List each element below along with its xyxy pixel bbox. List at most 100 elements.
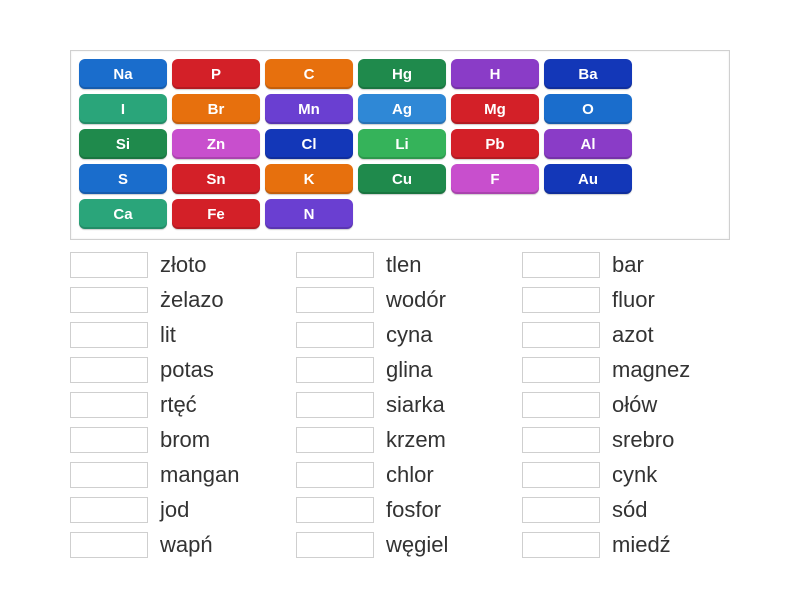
drop-slot[interactable] [522,462,600,488]
element-tile-au[interactable]: Au [544,164,632,194]
answer-row: ołów [522,392,730,418]
element-tile-br[interactable]: Br [172,94,260,124]
element-tile-ca[interactable]: Ca [79,199,167,229]
drop-slot[interactable] [522,252,600,278]
answer-label: siarka [386,392,445,418]
answer-row: złoto [70,252,278,278]
answer-row: srebro [522,427,730,453]
drop-slot[interactable] [70,392,148,418]
answer-label: węgiel [386,532,448,558]
element-tile-fe[interactable]: Fe [172,199,260,229]
element-tile-cl[interactable]: Cl [265,129,353,159]
element-tile-f[interactable]: F [451,164,539,194]
answer-label: bar [612,252,644,278]
element-tile-c[interactable]: C [265,59,353,89]
answer-label: jod [160,497,189,523]
answer-label: potas [160,357,214,383]
element-tile-hg[interactable]: Hg [358,59,446,89]
answer-row: chlor [296,462,504,488]
answer-row: węgiel [296,532,504,558]
element-tile-pb[interactable]: Pb [451,129,539,159]
element-tile-sn[interactable]: Sn [172,164,260,194]
element-tile-cu[interactable]: Cu [358,164,446,194]
drop-slot[interactable] [70,252,148,278]
element-tile-na[interactable]: Na [79,59,167,89]
answer-label: miedź [612,532,671,558]
element-tile-h[interactable]: H [451,59,539,89]
answer-row: bar [522,252,730,278]
drop-slot[interactable] [522,392,600,418]
answer-label: azot [612,322,654,348]
element-tile-ag[interactable]: Ag [358,94,446,124]
answer-label: mangan [160,462,240,488]
drop-slot[interactable] [70,532,148,558]
drop-slot[interactable] [70,322,148,348]
drop-slot[interactable] [70,462,148,488]
element-tile-mn[interactable]: Mn [265,94,353,124]
drop-slot[interactable] [296,462,374,488]
element-tile-i[interactable]: I [79,94,167,124]
answer-row: rtęć [70,392,278,418]
drop-slot[interactable] [296,392,374,418]
drop-slot[interactable] [522,322,600,348]
element-tile-k[interactable]: K [265,164,353,194]
answer-label: wapń [160,532,213,558]
answer-row: lit [70,322,278,348]
drop-slot[interactable] [296,287,374,313]
element-tile-s[interactable]: S [79,164,167,194]
answer-row: wodór [296,287,504,313]
drop-slot[interactable] [522,427,600,453]
draggable-tiles-panel: NaPCHgHBa IBrMnAgMgO SiZnClLiPbAl SSnKCuFAu… [70,50,730,240]
answer-label: lit [160,322,176,348]
answer-row: miedź [522,532,730,558]
answer-row: żelazo [70,287,278,313]
element-tile-mg[interactable]: Mg [451,94,539,124]
answer-label: żelazo [160,287,224,313]
answer-label: fosfor [386,497,441,523]
answer-row: tlen [296,252,504,278]
drop-slot[interactable] [522,287,600,313]
answer-row: azot [522,322,730,348]
element-tile-ba[interactable]: Ba [544,59,632,89]
answer-label: brom [160,427,210,453]
drop-slot[interactable] [296,427,374,453]
answer-row: fosfor [296,497,504,523]
drop-slot[interactable] [296,357,374,383]
element-tile-li[interactable]: Li [358,129,446,159]
drop-slot[interactable] [296,252,374,278]
drop-slot[interactable] [522,497,600,523]
drop-slot[interactable] [522,357,600,383]
element-tile-p[interactable]: P [172,59,260,89]
drop-slot[interactable] [70,357,148,383]
answer-row: siarka [296,392,504,418]
drop-slot[interactable] [296,497,374,523]
answer-label: ołów [612,392,657,418]
answer-row: brom [70,427,278,453]
answer-row: glina [296,357,504,383]
drop-slot[interactable] [296,322,374,348]
drop-slot[interactable] [70,287,148,313]
element-tile-si[interactable]: Si [79,129,167,159]
answer-row: fluor [522,287,730,313]
drop-slot[interactable] [522,532,600,558]
drop-slot[interactable] [70,497,148,523]
answer-label: wodór [386,287,446,313]
element-tile-al[interactable]: Al [544,129,632,159]
answer-label: rtęć [160,392,197,418]
answer-label: cyna [386,322,432,348]
drop-slot[interactable] [70,427,148,453]
answer-row: magnez [522,357,730,383]
answer-row: potas [70,357,278,383]
answer-label: cynk [612,462,657,488]
answer-label: sód [612,497,647,523]
answer-label: chlor [386,462,434,488]
answer-row: sód [522,497,730,523]
element-tile-n[interactable]: N [265,199,353,229]
element-tile-o[interactable]: O [544,94,632,124]
answer-row: cyna [296,322,504,348]
answer-row: wapń [70,532,278,558]
drop-slot[interactable] [296,532,374,558]
answer-label: srebro [612,427,674,453]
element-tile-zn[interactable]: Zn [172,129,260,159]
answer-row: krzem [296,427,504,453]
